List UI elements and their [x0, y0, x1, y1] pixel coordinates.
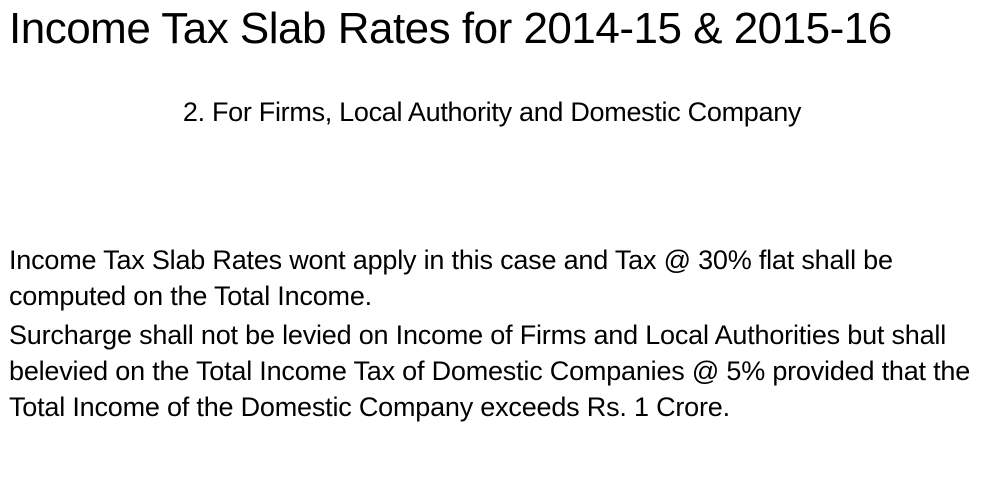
- paragraph-flat-tax: Income Tax Slab Rates wont apply in this…: [9, 245, 893, 311]
- paragraph-surcharge: Surcharge shall not be levied on Income …: [9, 320, 971, 422]
- slide-body: Income Tax Slab Rates wont apply in this…: [9, 242, 974, 428]
- slide-title: Income Tax Slab Rates for 2014-15 & 2015…: [9, 4, 892, 53]
- slide-subtitle: 2. For Firms, Local Authority and Domest…: [182, 97, 802, 127]
